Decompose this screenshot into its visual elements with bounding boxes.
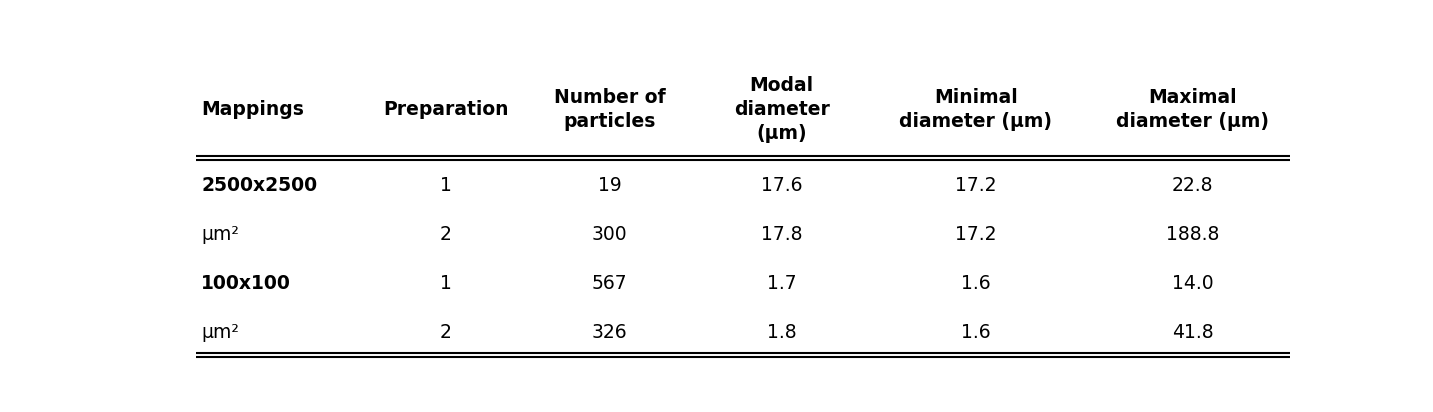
Text: 17.2: 17.2 bbox=[956, 176, 997, 194]
Text: 14.0: 14.0 bbox=[1172, 274, 1214, 293]
Text: 22.8: 22.8 bbox=[1172, 176, 1214, 194]
Text: 17.8: 17.8 bbox=[761, 225, 802, 244]
Text: 100x100: 100x100 bbox=[201, 274, 291, 293]
Text: 2: 2 bbox=[440, 323, 451, 342]
Text: Minimal
diameter (μm): Minimal diameter (μm) bbox=[900, 88, 1052, 131]
Text: 19: 19 bbox=[598, 176, 622, 194]
Text: Number of
particles: Number of particles bbox=[553, 88, 665, 131]
Text: 1.8: 1.8 bbox=[767, 323, 797, 342]
Text: Preparation: Preparation bbox=[383, 100, 509, 119]
Text: 41.8: 41.8 bbox=[1172, 323, 1214, 342]
Text: 1: 1 bbox=[440, 274, 451, 293]
Text: 1.6: 1.6 bbox=[962, 323, 990, 342]
Text: 17.6: 17.6 bbox=[761, 176, 802, 194]
Text: 326: 326 bbox=[592, 323, 628, 342]
Text: 2500x2500: 2500x2500 bbox=[201, 176, 318, 194]
Text: Modal
diameter
(μm): Modal diameter (μm) bbox=[734, 76, 830, 143]
Text: 567: 567 bbox=[592, 274, 628, 293]
Text: 300: 300 bbox=[592, 225, 628, 244]
Text: 1: 1 bbox=[440, 176, 451, 194]
Text: μm²: μm² bbox=[201, 225, 239, 244]
Text: 1.6: 1.6 bbox=[962, 274, 990, 293]
Text: 2: 2 bbox=[440, 225, 451, 244]
Text: Maximal
diameter (μm): Maximal diameter (μm) bbox=[1116, 88, 1270, 131]
Text: 188.8: 188.8 bbox=[1166, 225, 1219, 244]
Text: 1.7: 1.7 bbox=[767, 274, 797, 293]
Text: μm²: μm² bbox=[201, 323, 239, 342]
Text: 17.2: 17.2 bbox=[956, 225, 997, 244]
Text: Mappings: Mappings bbox=[201, 100, 304, 119]
